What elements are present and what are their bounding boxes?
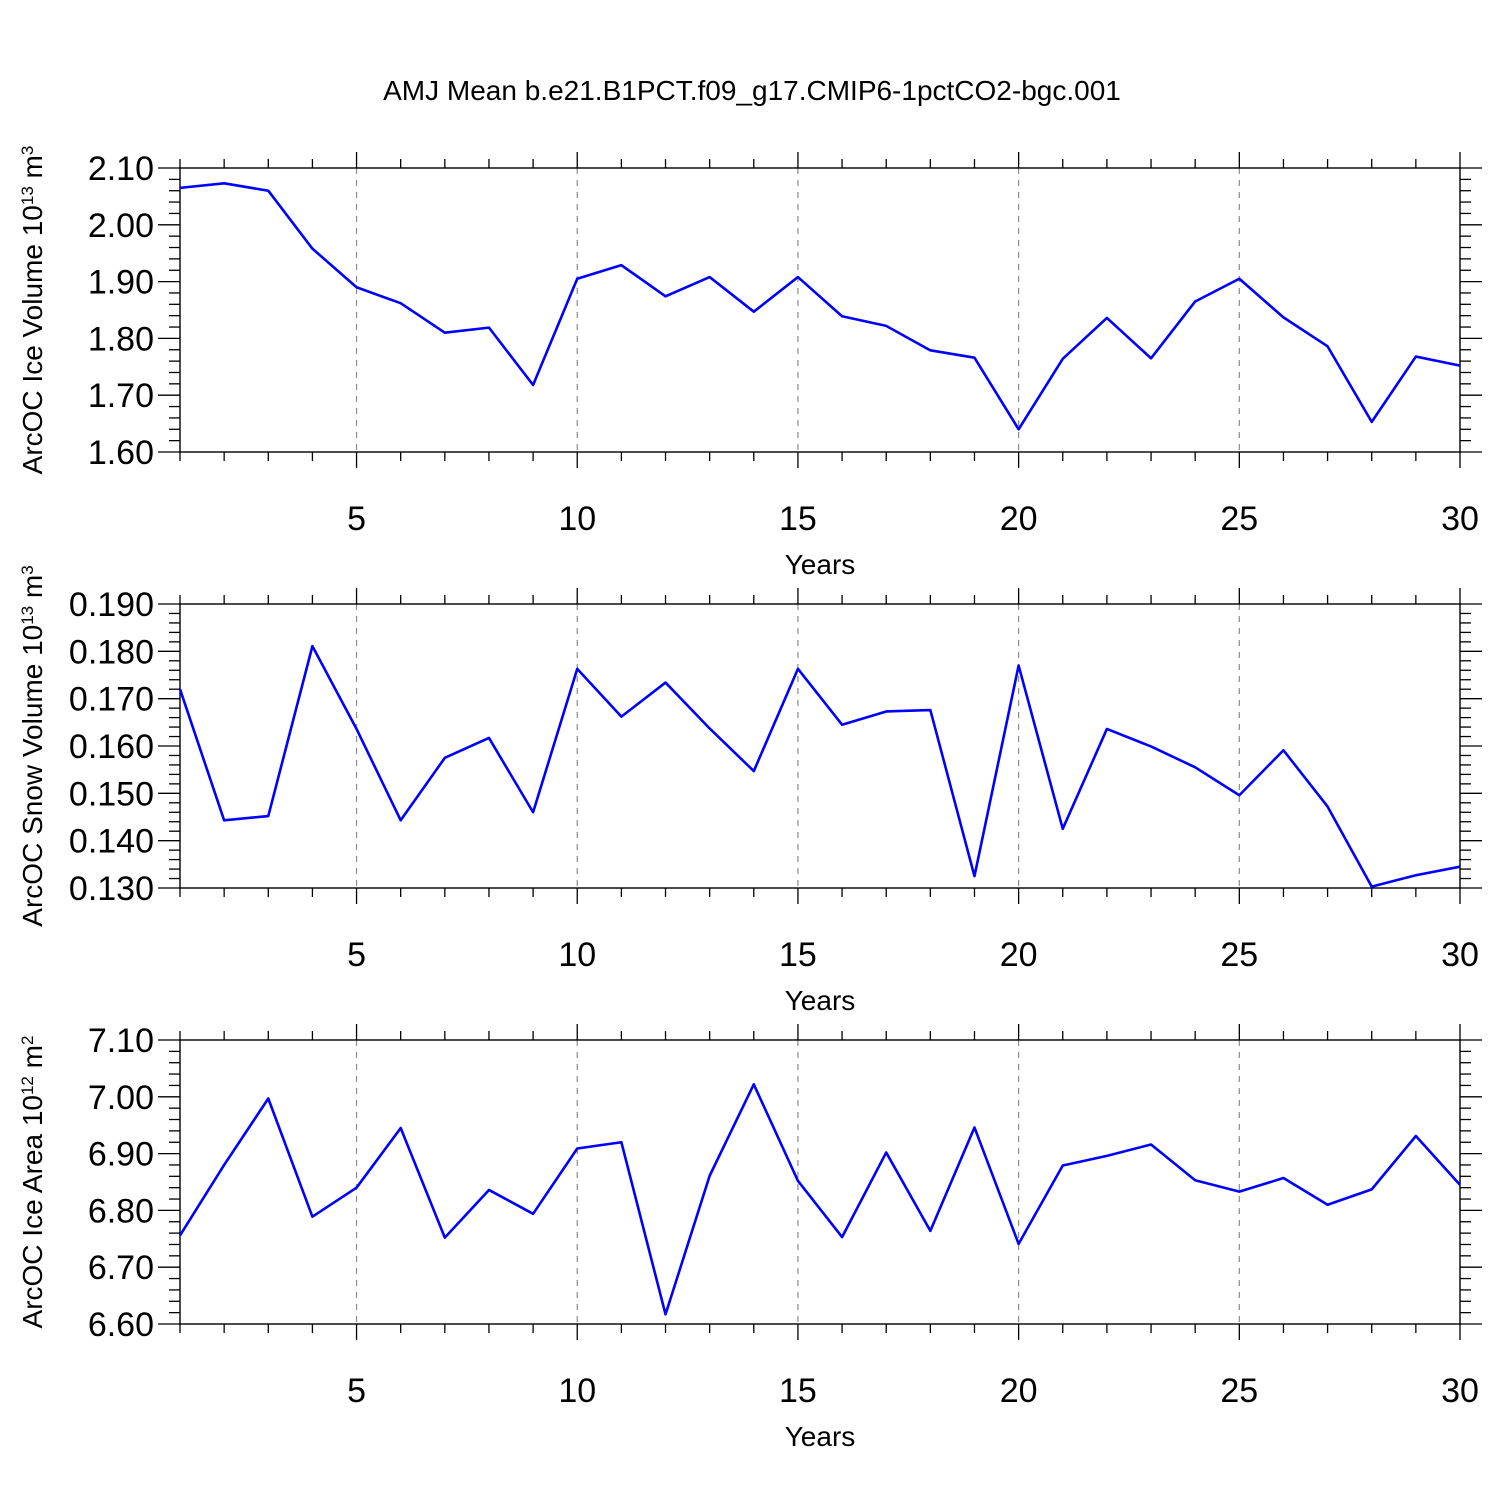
y-axis-label: ArcOC Snow Volume 1013 m3 (17, 565, 48, 926)
y-tick-label: 0.150 (69, 775, 154, 813)
x-tick-label: 30 (1441, 500, 1479, 538)
panels: 1.601.701.801.902.002.105 10 15 20 25 30Years… (17, 146, 1482, 1452)
x-tick-label: 20 (1000, 936, 1038, 974)
x-tick-label: 25 (1220, 936, 1258, 974)
y-axis-label-superscript: 2 (18, 1036, 37, 1045)
x-tick-label: 20 (1000, 1372, 1038, 1410)
y-tick-label: 0.170 (69, 681, 154, 719)
x-tick-label: 25 (1220, 1372, 1258, 1410)
x-tick-label: 30 (1441, 936, 1479, 974)
y-axis-label: ArcOC Ice Area 1012 m2 (17, 1036, 48, 1329)
y-axis-label-text: m (17, 575, 48, 606)
y-tick-label: 6.90 (88, 1136, 154, 1174)
y-axis-label-text: ArcOC Snow Volume 10 (17, 625, 48, 927)
y-axis-label-text: m (17, 155, 48, 186)
y-tick-label: 1.90 (88, 264, 154, 302)
y-tick-label: 7.10 (88, 1022, 154, 1060)
x-tick-label: 25 (1220, 500, 1258, 538)
x-tick-label: 15 (779, 500, 817, 538)
y-tick-label: 2.00 (88, 207, 154, 245)
x-tick-label: 15 (779, 1372, 817, 1410)
y-tick-label: 0.190 (69, 586, 154, 624)
series-line (179, 182, 1461, 431)
x-tick-label: 15 (779, 936, 817, 974)
plot-frame (179, 167, 1461, 453)
y-axis-label-text: ArcOC Ice Volume 10 (17, 205, 48, 474)
x-tick-label: 30 (1441, 1372, 1479, 1410)
y-axis-label-superscript: 13 (18, 606, 37, 625)
chart-panel-2: 0.130 0.140 0.150 0.160 0.170 0.180 0.190 5 10 15… (17, 565, 1482, 1016)
y-tick-label: 6.80 (88, 1192, 154, 1230)
chart-panel-1: 1.60 1.70 1.80 1.90 2.00 2.10 5 10 15 20 25 30 Years… (17, 146, 1482, 580)
figure-title: AMJ Mean b.e21.B1PCT.f09_g17.CMIP6-1pctC… (383, 75, 1121, 106)
x-axis-label: Years (785, 549, 856, 580)
x-tick-label: 10 (558, 936, 596, 974)
y-tick-label: 0.130 (69, 870, 154, 908)
y-tick-label: 0.140 (69, 823, 154, 861)
x-tick-label: 10 (558, 1372, 596, 1410)
y-axis-label-text: ArcOC Ice Area 10 (17, 1095, 48, 1328)
y-tick-label: 1.60 (88, 434, 154, 472)
y-axis-label-superscript: 3 (18, 565, 37, 574)
x-tick-label: 5 (347, 500, 366, 538)
y-axis-label: ArcOC Ice Volume 1013 m3 (17, 146, 48, 475)
y-tick-label: 7.00 (88, 1079, 154, 1117)
plot-frame (179, 1039, 1461, 1325)
series-line (178, 1083, 1461, 1316)
y-axis-label-superscript: 12 (18, 1076, 37, 1095)
x-tick-label: 5 (347, 936, 366, 974)
y-tick-label: 0.180 (69, 633, 154, 671)
chart-panel-3: 6.60 6.70 6.80 6.90 7.00 7.10 5 10 15 20 25 30 Years… (17, 1022, 1482, 1452)
y-tick-label: 0.160 (69, 728, 154, 766)
x-tick-label: 20 (1000, 500, 1038, 538)
x-tick-label: 5 (347, 1372, 366, 1410)
plot-frame (179, 603, 1461, 889)
y-tick-label: 2.10 (88, 150, 154, 188)
y-axis-label-superscript: 13 (18, 186, 37, 205)
series-line (178, 644, 1461, 888)
y-tick-label: 1.80 (88, 320, 154, 358)
y-axis-label-text: m (17, 1045, 48, 1076)
y-tick-label: 1.70 (88, 377, 154, 415)
x-axis-label: Years (785, 1421, 856, 1452)
y-tick-label: 6.70 (88, 1249, 154, 1287)
x-axis-label: Years (785, 985, 856, 1016)
y-axis-label-superscript: 3 (18, 146, 37, 155)
y-tick-label: 6.60 (88, 1306, 154, 1344)
x-tick-label: 10 (558, 500, 596, 538)
